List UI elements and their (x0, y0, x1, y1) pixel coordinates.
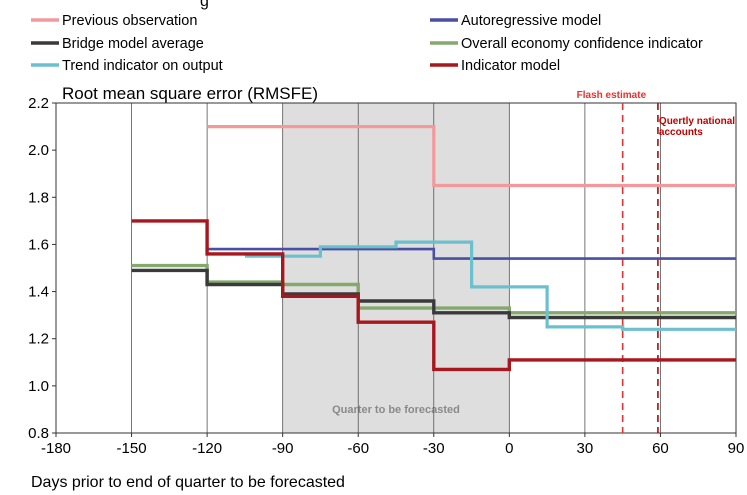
x-tick-label: -150 (117, 440, 147, 457)
x-tick-label: -120 (192, 440, 222, 457)
y-tick-label: 2.2 (28, 95, 49, 112)
legend-label: Autoregressive model (461, 13, 601, 29)
national-accounts-label: accounts (659, 127, 703, 138)
x-tick-label: 90 (728, 440, 745, 457)
y-axis-label: Root mean square error (RMSFE) (62, 84, 318, 103)
legend-label: Trend indicator on output (62, 58, 223, 74)
y-tick-label: 1.4 (28, 284, 49, 301)
national-accounts-label: Quertly national (659, 116, 735, 127)
x-tick-label: -60 (347, 440, 369, 457)
series-line-trend-indicator-on-output (244, 240, 736, 331)
plot-area: Quarter to be forecasted 0.8 1.0 1.2 1.4 1.6 1… (28, 90, 744, 457)
x-tick-label: 60 (652, 440, 669, 457)
x-tick-label: 0 (505, 440, 513, 457)
series-line-previous-observation (207, 125, 736, 188)
y-tick-label: 2.0 (28, 142, 49, 159)
x-tick-label: -30 (423, 440, 445, 457)
plot-frame (55, 102, 737, 434)
legend-label: Previous observation (62, 13, 197, 29)
legend: Previous observation Autoregressive model… (31, 13, 703, 74)
x-tick-label: 30 (577, 440, 594, 457)
y-tick-label: 1.8 (28, 189, 49, 206)
x-tick-label: -180 (41, 440, 71, 457)
shaded-region (282, 103, 510, 433)
legend-label: Bridge model average (62, 36, 204, 52)
shaded-region-label: Quarter to be forecasted (332, 404, 460, 416)
y-tick-label: 1.2 (28, 331, 49, 348)
flash-estimate-label: Flash estimate (577, 90, 647, 101)
y-tick-label: 1.0 (28, 378, 49, 395)
x-tick-label: -90 (272, 440, 294, 457)
y-tick-label: 1.6 (28, 236, 49, 253)
series-line-indicator-model (131, 219, 736, 372)
legend-label: Indicator model (461, 58, 560, 74)
x-axis-label: Days prior to end of quarter to be forec… (31, 474, 345, 491)
legend-label: Overall economy confidence indicator (461, 36, 703, 52)
y-tick-label: 0.8 (28, 425, 49, 442)
partial-title: g (200, 0, 209, 10)
